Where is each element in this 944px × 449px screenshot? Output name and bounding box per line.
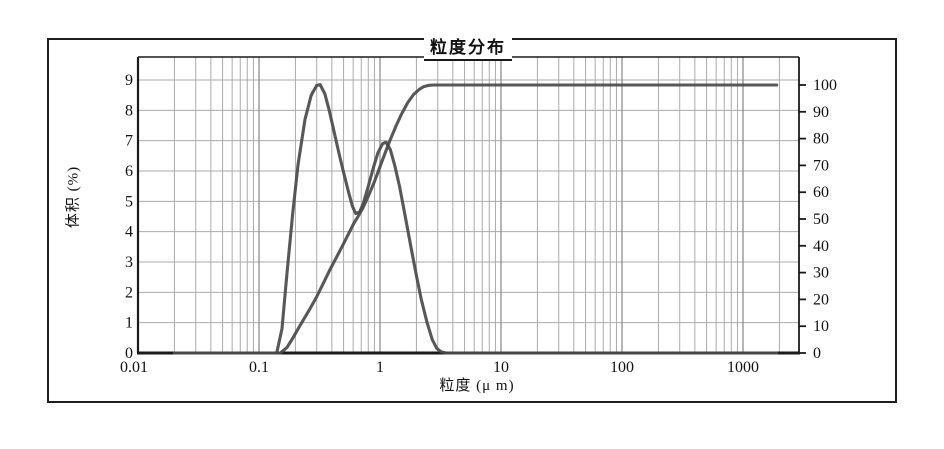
right-axis-tick-label: 60 [813, 184, 829, 201]
left-axis-tick-label: 7 [125, 133, 133, 150]
y-axis-label-left: 体积 (%) [65, 165, 82, 229]
left-axis-tick-label: 5 [125, 193, 133, 210]
x-axis-tick-label: 10 [493, 359, 509, 376]
x-axis-label: 粒度 (μ m) [439, 378, 515, 394]
x-axis-tick-label: 0.01 [120, 359, 148, 376]
left-axis-tick-label: 6 [125, 163, 133, 180]
curve-cumulative-distribution [172, 83, 779, 355]
x-axis-tick-label: 1000 [727, 359, 759, 376]
left-axis-tick-label: 8 [125, 102, 133, 119]
right-axis-tick-label: 30 [813, 265, 829, 282]
chart-title: 粒度分布 [424, 33, 512, 61]
chart-frame [47, 38, 897, 403]
x-axis-tick-label: 1 [376, 359, 384, 376]
right-axis-tick-label: 70 [813, 157, 829, 174]
right-axis-tick-label: 0 [813, 345, 821, 362]
right-axis-tick-label: 20 [813, 291, 829, 308]
right-axis-tick-label: 90 [813, 104, 829, 121]
x-axis-tick-label: 100 [610, 359, 634, 376]
left-axis-tick-label: 4 [125, 224, 133, 241]
x-axis-tick-label: 0.1 [249, 359, 269, 376]
left-axis-tick-label: 1 [125, 315, 133, 332]
right-axis-tick-label: 100 [813, 77, 837, 94]
left-axis-tick-label: 2 [125, 284, 133, 301]
right-axis-tick-label: 80 [813, 131, 829, 148]
right-axis-tick-label: 10 [813, 318, 829, 335]
left-axis-tick-label: 3 [125, 254, 133, 271]
right-axis-tick-label: 40 [813, 238, 829, 255]
right-axis-tick-label: 50 [813, 211, 829, 228]
left-axis-tick-label: 0 [125, 345, 133, 362]
curve-volume-distribution [172, 83, 779, 355]
left-axis-tick-label: 9 [125, 72, 133, 89]
